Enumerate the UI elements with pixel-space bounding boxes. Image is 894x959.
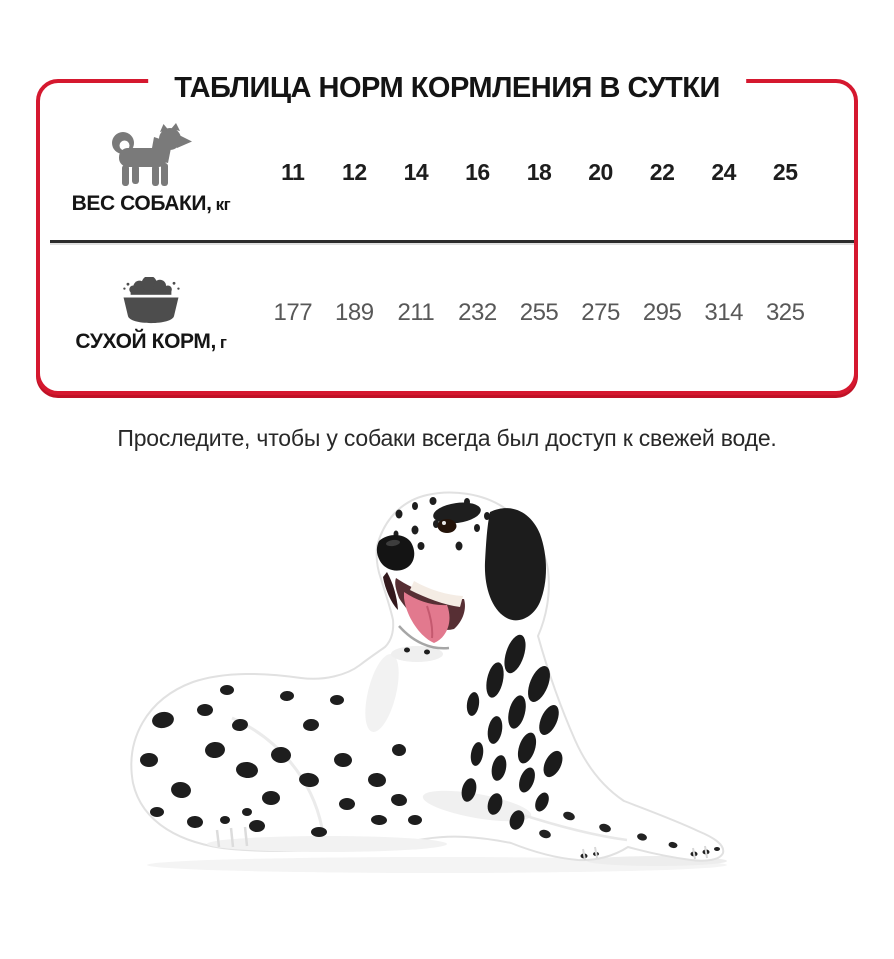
table-divider	[50, 240, 854, 243]
weight-label-unit: кг	[215, 195, 231, 214]
food-label-unit: г	[219, 332, 227, 352]
weight-value: 24	[711, 159, 736, 185]
food-row-header: СУХОЙ КОРМ, г	[40, 275, 262, 354]
weight-value: 16	[465, 159, 490, 185]
food-value: 189	[335, 299, 374, 326]
dog-icon	[110, 123, 192, 187]
weight-value: 11	[281, 159, 305, 185]
weight-value: 14	[403, 159, 429, 185]
weight-value: 20	[588, 159, 613, 185]
food-value: 232	[458, 299, 497, 326]
weight-value: 22	[649, 159, 675, 185]
food-row-label: СУХОЙ КОРМ, г	[75, 329, 227, 354]
food-bowl-icon	[120, 275, 182, 325]
weight-value: 12	[342, 159, 367, 185]
product-info-fragment: ТАБЛИЦА НОРМ КОРМЛЕНИЯ В СУТКИ	[0, 72, 894, 876]
food-value: 295	[642, 299, 682, 326]
food-value: 177	[273, 299, 313, 326]
weight-row-label: ВЕС СОБАКИ, кг	[72, 192, 231, 216]
table-row-weight: ВЕС СОБАКИ, кг 11 12 14 16 18 20 22 24 25	[40, 83, 854, 240]
food-value: 275	[581, 299, 620, 326]
table-row-food: СУХОЙ КОРМ, г 177 189 211 232 255 275 295…	[40, 243, 854, 391]
dalmatian-photo	[97, 468, 797, 876]
weight-label-text: ВЕС СОБАКИ,	[71, 192, 212, 215]
food-label-text: СУХОЙ КОРМ,	[75, 329, 216, 353]
weight-value: 18	[526, 159, 552, 185]
weight-value: 25	[772, 159, 798, 185]
fresh-water-note: Проследите, чтобы у собаки всегда был до…	[117, 425, 777, 451]
food-value: 325	[765, 299, 805, 326]
food-value: 211	[397, 299, 435, 326]
food-value: 255	[519, 299, 559, 326]
feeding-table-card: ТАБЛИЦА НОРМ КОРМЛЕНИЯ В СУТКИ	[36, 72, 858, 395]
food-value: 314	[704, 299, 743, 326]
weight-row-header: ВЕС СОБАКИ, кг	[40, 123, 262, 216]
feeding-table-title: ТАБЛИЦА НОРМ КОРМЛЕНИЯ В СУТКИ	[148, 72, 746, 105]
